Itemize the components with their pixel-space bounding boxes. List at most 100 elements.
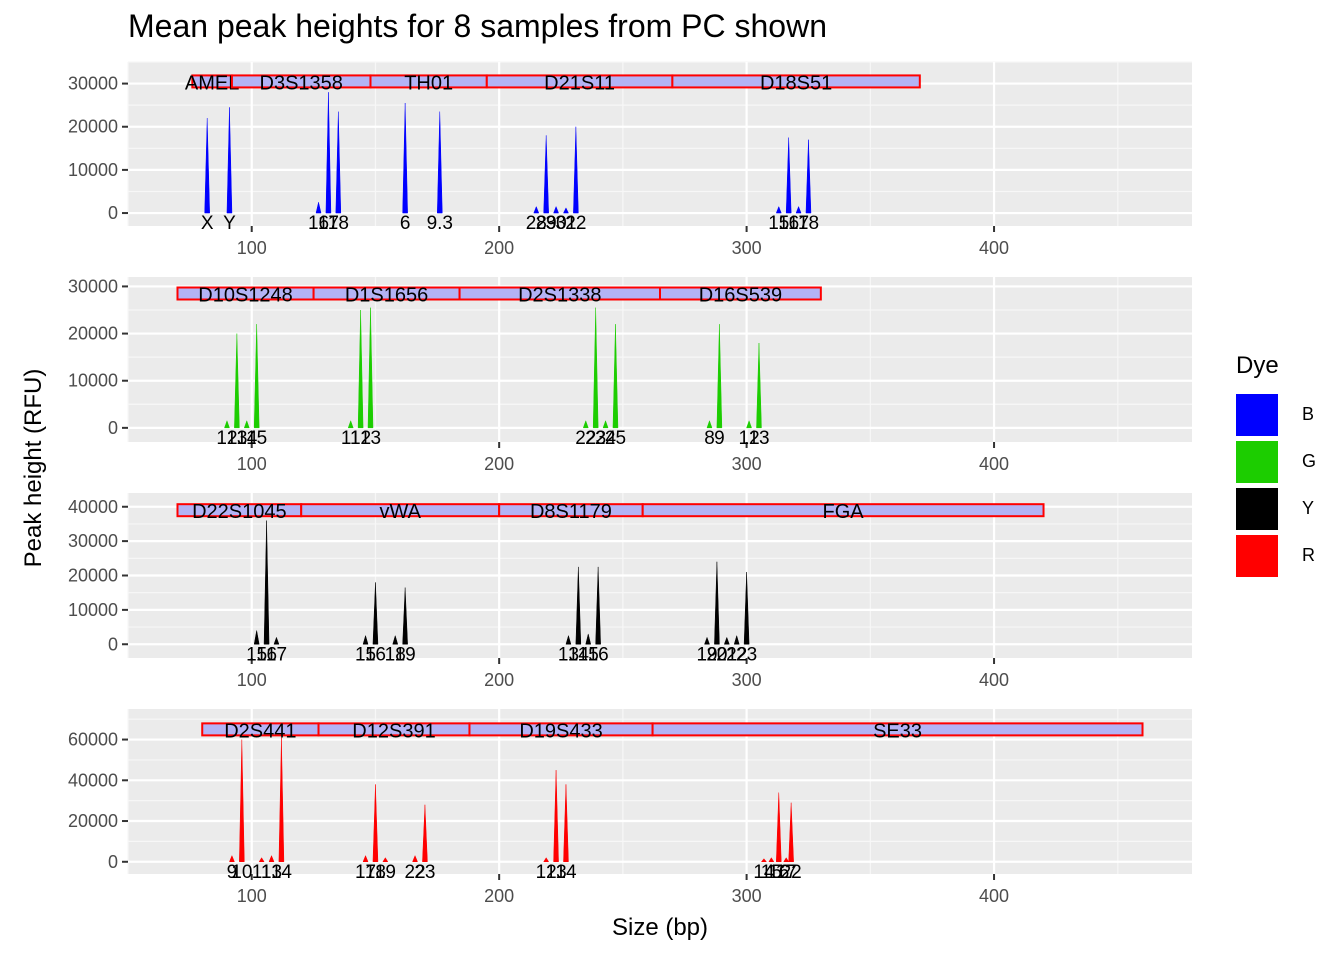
- peak: [362, 855, 369, 863]
- allele-label: 23: [414, 862, 435, 883]
- panel-B: 0 10000 20000 30000 100 200 300 400 AMEL D3S1358 T…: [68, 61, 1192, 258]
- legend-item-R: R: [1236, 533, 1316, 578]
- peak: [602, 420, 609, 429]
- peak: [367, 307, 374, 429]
- y-tick-label: 10000: [68, 160, 118, 180]
- allele-label: X: [201, 213, 214, 234]
- allele-label: 16: [588, 644, 609, 665]
- legend-item-B: B: [1236, 392, 1316, 437]
- allele-label: 17: [266, 644, 287, 665]
- allele-label: 29: [536, 213, 557, 234]
- peak: [746, 420, 752, 429]
- panel-G: 0 10000 20000 30000 100 200 300 400 D10S1248 D1S1…: [68, 276, 1192, 474]
- allele-label: 14: [555, 862, 577, 883]
- legend-key: [1236, 440, 1278, 483]
- panel-background: [128, 62, 1192, 226]
- allele-label: 13: [748, 428, 769, 449]
- marker-label: D2S441: [224, 720, 296, 742]
- allele-label: 14: [271, 862, 293, 883]
- peak: [243, 420, 250, 429]
- allele-label: 9: [227, 862, 238, 883]
- chart-title: Mean peak heights for 8 samples from PC …: [128, 8, 827, 44]
- y-tick-label: 20000: [68, 811, 118, 831]
- marker-label: D12S391: [352, 720, 435, 742]
- allele-label: 13: [558, 644, 579, 665]
- allele-label: 22: [404, 862, 425, 883]
- allele-label: 6: [400, 213, 411, 234]
- allele-label: 19: [395, 644, 416, 665]
- peak: [263, 520, 270, 645]
- peak: [392, 634, 399, 645]
- peak: [258, 857, 265, 863]
- allele-label: 13: [546, 862, 567, 883]
- marker-label: D22S1045: [192, 501, 287, 523]
- y-tick-label: 10000: [68, 371, 118, 391]
- y-tick-label: 0: [108, 634, 118, 654]
- allele-label: 16: [768, 862, 789, 883]
- allele-label: 16: [308, 213, 329, 234]
- legend-title: Dye: [1236, 352, 1279, 379]
- y-tick-label: 60000: [68, 730, 118, 750]
- marker-label: D3S1358: [260, 72, 343, 94]
- peak: [204, 118, 210, 214]
- peak: [553, 205, 559, 214]
- allele-label: 15: [761, 862, 782, 883]
- peak: [760, 858, 767, 863]
- allele-label: 22: [565, 213, 586, 234]
- legend: Dye B G Y R: [1236, 352, 1316, 580]
- allele-label: 23: [585, 428, 606, 449]
- y-tick-label: 20000: [68, 117, 118, 137]
- peak: [402, 102, 408, 214]
- allele-label: 19: [375, 862, 396, 883]
- peak: [543, 857, 550, 863]
- peak: [776, 792, 782, 863]
- peak: [805, 139, 812, 214]
- peak: [612, 324, 619, 429]
- peak: [412, 855, 418, 863]
- peak: [706, 420, 713, 429]
- peak: [783, 857, 790, 863]
- x-tick-label: 300: [732, 670, 762, 690]
- peak: [788, 802, 794, 863]
- marker-label: D8S1179: [530, 501, 612, 523]
- peak: [226, 107, 233, 214]
- x-tick-label: 100: [237, 454, 267, 474]
- marker-label: TH01: [404, 72, 453, 94]
- marker-label: D21S11: [544, 72, 615, 94]
- y-tick-label: 0: [108, 418, 118, 438]
- y-tick-label: 30000: [68, 74, 118, 94]
- allele-label: 23: [736, 644, 757, 665]
- x-tick-label: 400: [979, 454, 1009, 474]
- allele-label: 11: [341, 428, 361, 449]
- allele-label: 18: [798, 213, 819, 234]
- legend-item-Y: Y: [1236, 486, 1316, 531]
- marker-range-SE33: [651, 722, 1144, 737]
- peak: [723, 636, 730, 645]
- x-tick-label: 200: [484, 238, 514, 258]
- peak: [372, 582, 379, 645]
- x-tick-label: 400: [979, 670, 1009, 690]
- allele-label: 8: [704, 428, 715, 449]
- peak: [278, 737, 285, 863]
- allele-label: 22: [726, 644, 747, 665]
- x-tick-label: 300: [732, 454, 762, 474]
- marker-label: D19S433: [519, 720, 602, 742]
- legend-label: Y: [1302, 498, 1315, 518]
- peak: [422, 804, 428, 863]
- allele-label: 21: [716, 644, 737, 665]
- allele-label: 16: [365, 644, 386, 665]
- x-axis-label: Size (bp): [611, 914, 709, 941]
- allele-label: 22: [575, 428, 596, 449]
- peak: [335, 111, 342, 214]
- peak: [347, 420, 354, 429]
- peak: [575, 566, 582, 645]
- peak: [563, 784, 569, 863]
- peak: [239, 739, 245, 863]
- peak: [253, 630, 260, 645]
- legend-key: [1236, 534, 1278, 577]
- allele-label: 17: [788, 213, 809, 234]
- allele-label: 15: [768, 213, 789, 234]
- peak: [437, 111, 443, 214]
- peak: [372, 784, 379, 863]
